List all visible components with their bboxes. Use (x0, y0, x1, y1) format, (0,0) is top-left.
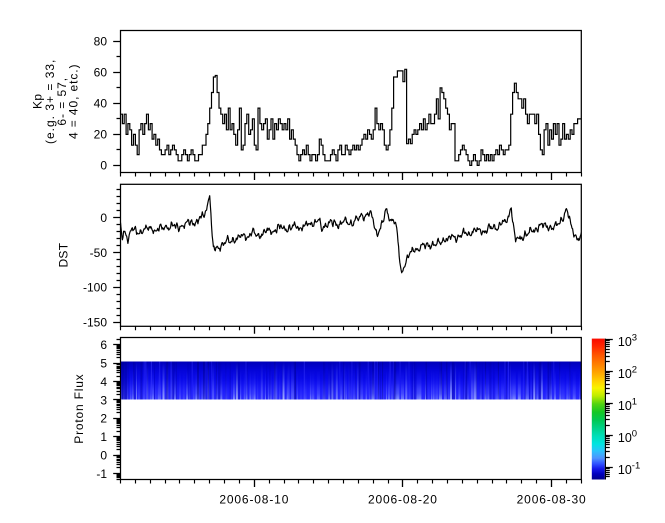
svg-text:60: 60 (94, 66, 108, 80)
svg-text:40: 40 (94, 97, 108, 111)
svg-text:DST: DST (57, 242, 71, 267)
svg-text:2: 2 (100, 412, 107, 426)
svg-text:-50: -50 (90, 246, 108, 260)
svg-text:-1: -1 (96, 467, 107, 481)
svg-text:1: 1 (100, 430, 107, 444)
svg-text:5: 5 (100, 357, 107, 371)
svg-text:3: 3 (100, 393, 107, 407)
svg-text:80: 80 (94, 35, 108, 49)
svg-text:2006-08-10: 2006-08-10 (219, 493, 289, 507)
svg-text:(e.g. 3+ = 33,: (e.g. 3+ = 33, (43, 59, 57, 144)
svg-text:4: 4 (100, 375, 107, 389)
svg-text:0: 0 (100, 159, 107, 173)
svg-text:6- = 57,: 6- = 57, (55, 77, 69, 126)
svg-text:-100: -100 (83, 281, 107, 295)
svg-text:Kp: Kp (31, 94, 45, 109)
svg-text:0: 0 (100, 211, 107, 225)
svg-text:0: 0 (100, 448, 107, 462)
svg-text:4 = 40, etc.): 4 = 40, etc.) (67, 64, 81, 139)
svg-text:20: 20 (94, 128, 108, 142)
svg-text:-150: -150 (83, 316, 107, 330)
svg-text:6: 6 (100, 338, 107, 352)
svg-text:2006-08-20: 2006-08-20 (368, 493, 438, 507)
svg-text:2006-08-30: 2006-08-30 (517, 493, 587, 507)
svg-text:Proton Flux: Proton Flux (72, 374, 86, 444)
